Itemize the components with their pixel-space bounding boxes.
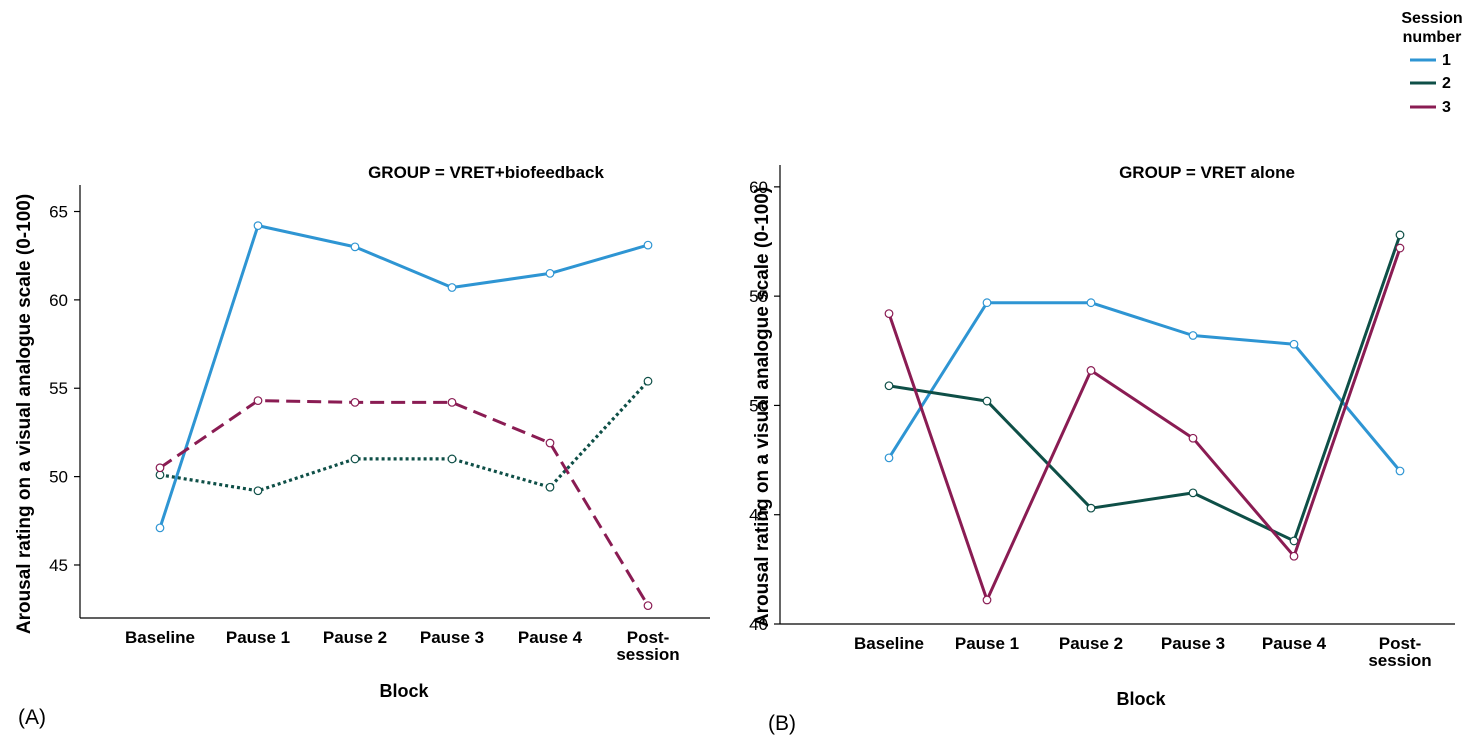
series-line-3: [887, 247, 1402, 602]
series-line-1: [158, 224, 649, 529]
x-axis-label: Block: [379, 681, 429, 701]
x-tick-label: Post-session: [616, 628, 679, 664]
data-point-s3-0: [155, 463, 165, 473]
x-tick-label: Baseline: [854, 634, 924, 653]
x-tick-label: Pause 4: [518, 628, 583, 647]
x-tick-label: Pause 2: [1059, 634, 1123, 653]
data-point-s3-5: [1395, 243, 1405, 253]
y-tick-label: 55: [49, 379, 68, 398]
data-point-s3-5: [643, 601, 653, 611]
data-point-s3-3: [1188, 433, 1198, 443]
panel-label: (A): [18, 706, 46, 729]
chart-panel-b: 40 45 50 55 60 Baseline Pause 1 Pause 2 Pause 3 P…: [749, 163, 1455, 735]
y-tick-label: 40: [749, 615, 768, 634]
legend-title: Session: [1401, 10, 1462, 27]
data-point-s2-4: [1289, 536, 1299, 546]
data-point-s1-0: [155, 523, 165, 533]
y-axis-label: Arousal rating on a visual analogue scal…: [14, 194, 35, 634]
x-tick-label: Pause 4: [1262, 634, 1327, 653]
data-point-s1-5: [1395, 466, 1405, 476]
data-point-s2-0: [884, 381, 894, 391]
y-tick-label: 45: [49, 556, 68, 575]
legend-label-2: 2: [1442, 75, 1451, 92]
legend-title: number: [1403, 29, 1462, 46]
data-point-s3-3: [447, 397, 457, 407]
data-point-s3-2: [1086, 366, 1096, 375]
data-point-s1-2: [1086, 298, 1096, 308]
x-tick-label: Pause 1: [955, 634, 1019, 653]
data-point-s1-5: [643, 240, 653, 250]
chart-title: GROUP = VRET+biofeedback: [368, 163, 604, 182]
legend-label-1: 1: [1442, 52, 1451, 69]
data-point-s2-1: [253, 486, 263, 496]
y-tick-label: 45: [749, 506, 768, 525]
data-point-s2-1: [982, 396, 992, 406]
data-point-s3-0: [884, 309, 894, 319]
data-point-s2-5: [1395, 230, 1405, 240]
data-point-s2-0: [155, 470, 165, 480]
x-tick-label: Post-session: [1368, 634, 1431, 670]
y-tick-label: 50: [49, 468, 68, 487]
y-tick-label: 55: [749, 287, 768, 306]
series-line-3: [159, 399, 650, 607]
data-point-s3-1: [982, 595, 992, 605]
x-tick-label: Pause 1: [226, 628, 290, 647]
chart-title: GROUP = VRET alone: [1119, 163, 1295, 182]
data-point-s2-2: [350, 454, 360, 464]
y-tick-label: 65: [49, 203, 68, 222]
data-point-s2-3: [1188, 488, 1198, 498]
y-tick-label: 60: [749, 178, 768, 197]
series-line-2: [159, 380, 650, 493]
x-axis-label: Block: [1116, 689, 1166, 709]
y-tick-label: 60: [49, 291, 68, 310]
data-point-s1-4: [1289, 339, 1299, 349]
legend: Session number 1 2 3: [1401, 10, 1462, 116]
data-point-s3-4: [1289, 551, 1299, 561]
data-point-s3-2: [350, 397, 360, 407]
data-point-s1-0: [884, 453, 894, 463]
y-tick-label: 50: [749, 396, 768, 415]
y-axis-label: Arousal rating on a visual analogue scal…: [752, 187, 773, 627]
series-line-1: [887, 301, 1402, 472]
series-line-2: [888, 234, 1402, 543]
data-point-s1-1: [982, 298, 992, 308]
data-point-s2-2: [1086, 503, 1096, 513]
data-point-s1-3: [447, 283, 457, 292]
panel-label: (B): [768, 712, 796, 735]
data-point-s2-4: [545, 482, 555, 492]
legend-label-3: 3: [1442, 99, 1451, 116]
data-point-s3-1: [253, 396, 263, 406]
data-point-s3-4: [545, 438, 555, 448]
x-tick-label: Pause 3: [1161, 634, 1225, 653]
data-point-s2-5: [643, 376, 653, 386]
data-point-s1-4: [545, 268, 555, 278]
data-point-s1-2: [350, 242, 360, 252]
data-point-s1-1: [253, 221, 263, 231]
x-tick-label: Pause 2: [323, 628, 387, 647]
x-tick-label: Baseline: [125, 628, 195, 647]
data-point-s2-3: [447, 454, 457, 464]
chart-panel-a: 45 50 55 60 65 Baseline Pause 1 Pause 2 Pause 3 P…: [14, 163, 710, 729]
x-tick-label: Pause 3: [420, 628, 484, 647]
data-point-s1-3: [1188, 331, 1198, 340]
